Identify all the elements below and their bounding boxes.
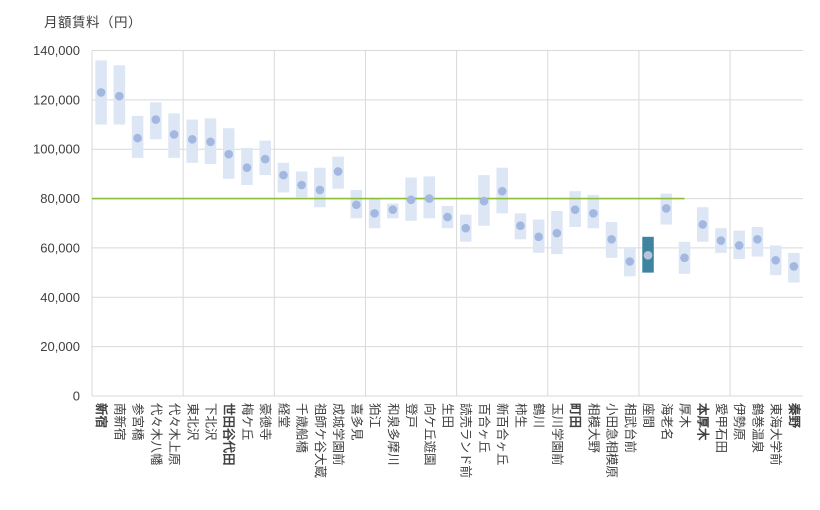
x-axis-label-座間: 座間 [641,403,656,428]
median-dot-百合ヶ丘 [479,196,489,206]
x-axis-label-伊勢原: 伊勢原 [732,403,747,441]
median-dot-経堂 [279,170,288,180]
x-axis-label-愛甲石田: 愛甲石田 [714,403,728,453]
x-axis-label-喜多見: 喜多見 [349,403,363,441]
x-axis-label-代々木八幡: 代々木八幡 [149,403,164,466]
x-axis-label-秦野: 秦野 [787,402,802,429]
x-axis-label-生田: 生田 [441,403,455,428]
median-dot-豪徳寺 [260,154,270,164]
median-dot-代々木八幡 [151,115,161,124]
x-axis-label-豪徳寺: 豪徳寺 [258,403,273,441]
y-axis-tick-label: 20,000 [40,339,80,354]
x-axis-label-読売ランド前: 読売ランド前 [459,403,474,478]
median-dots [96,88,799,271]
median-dot-座間 [643,251,653,260]
y-axis-tick-label: 100,000 [33,142,80,157]
median-dot-相武台前 [625,257,635,266]
gridlines: 0 20,000 40,000 60,000 80,000 100,000 120,000 1… [33,43,803,404]
x-axis-label-祖師ケ谷大蔵: 祖師ケ谷大蔵 [313,403,328,479]
x-axis-label-鶴巻温泉: 鶴巻温泉 [750,403,765,454]
median-dot-秦野 [789,262,799,271]
median-dot-町田 [570,205,580,214]
x-axis-label-南新宿: 南新宿 [112,403,127,441]
x-axis-label-成城学園前: 成城学園前 [331,403,346,466]
median-dot-世田谷代田 [224,149,234,159]
x-axis-label-新宿: 新宿 [94,403,109,428]
range-bars [95,60,800,283]
median-dot-下北沢 [206,137,215,147]
median-dot-東海大学前 [771,255,780,265]
x-axis-label-代々木上原: 代々木上原 [167,403,181,466]
median-dot-相模大野 [589,209,598,218]
median-dot-読売ランド前 [461,223,471,233]
y-axis-tick-label: 0 [73,389,80,404]
median-dot-生田 [443,212,452,222]
median-dot-喜多見 [352,200,361,210]
x-axis-label-梅ケ丘: 梅ケ丘 [240,403,255,441]
x-axis-label-本厚木: 本厚木 [696,403,711,441]
chart-title: 月額賃料（円） [44,15,142,30]
median-dot-鶴川 [534,232,543,242]
y-axis-tick-label: 140,000 [33,43,80,58]
median-dot-祖師ケ谷大蔵 [315,185,325,195]
y-axis-tick-label: 60,000 [40,240,80,255]
x-axis-label-玉川学園前: 玉川学園前 [550,403,565,466]
median-dot-参宮橋 [133,133,142,143]
x-axis-label-参宮橋: 参宮橋 [131,403,146,441]
median-dot-玉川学園前 [552,228,562,238]
median-dot-新宿 [96,88,106,97]
median-dot-愛甲石田 [716,236,726,245]
x-axis-label-世田谷代田: 世田谷代田 [222,403,237,466]
median-dot-成城学園前 [333,167,343,176]
x-axis-label-相模大野: 相模大野 [586,403,600,454]
median-dot-南新宿 [115,91,124,101]
median-dot-柿生 [516,221,525,231]
x-axis-label-小田急相模原: 小田急相模原 [605,403,620,478]
median-dot-厚木 [680,253,689,263]
x-axis-label-登戸: 登戸 [404,403,419,428]
median-dot-和泉多摩川 [388,205,398,214]
x-axis-label-東北沢: 東北沢 [185,403,199,441]
median-dot-東北沢 [187,135,197,144]
y-axis-tick-label: 80,000 [40,191,80,206]
median-dot-海老名 [661,204,671,213]
median-dot-小田急相模原 [607,234,616,244]
x-axis-labels: 新宿 南新宿 参宮橋 代々木八幡 代々木上原 東北沢 下北沢 世田谷代田 梅ケ丘 豪徳寺 経堂 千歳船… [94,402,802,479]
x-axis-label-新百合ヶ丘: 新百合ヶ丘 [495,403,510,466]
median-dot-代々木上原 [169,130,179,139]
x-axis-label-向ケ丘遊園: 向ケ丘遊園 [422,403,437,466]
median-dot-新百合ヶ丘 [497,186,507,196]
x-axis-label-東海大学前: 東海大学前 [769,403,784,466]
x-axis-label-海老名: 海老名 [659,403,674,441]
median-dot-鶴巻温泉 [753,234,762,244]
x-axis-label-柿生: 柿生 [513,403,528,428]
x-axis-label-経堂: 経堂 [276,403,290,428]
x-axis-label-町田: 町田 [568,403,582,428]
x-axis-label-千歳船橋: 千歳船橋 [295,403,309,454]
x-axis-label-狛江: 狛江 [368,403,382,428]
y-axis-tick-label: 40,000 [40,290,80,305]
x-axis-label-厚木: 厚木 [678,403,692,429]
x-axis-label-百合ヶ丘: 百合ヶ丘 [477,403,492,453]
median-dot-狛江 [370,209,379,218]
median-dot-登戸 [406,195,416,205]
median-dot-伊勢原 [734,241,744,250]
x-axis-label-下北沢: 下北沢 [204,403,218,441]
median-dot-本厚木 [698,220,708,229]
x-axis-label-相武台前: 相武台前 [623,403,638,453]
y-axis-tick-label: 120,000 [33,92,80,107]
x-axis-label-鶴川: 鶴川 [532,403,547,428]
median-dot-向ケ丘遊園 [424,194,434,203]
x-axis-label-和泉多摩川: 和泉多摩川 [386,403,401,466]
median-dot-千歳船橋 [297,180,306,190]
median-dot-梅ケ丘 [242,163,252,173]
